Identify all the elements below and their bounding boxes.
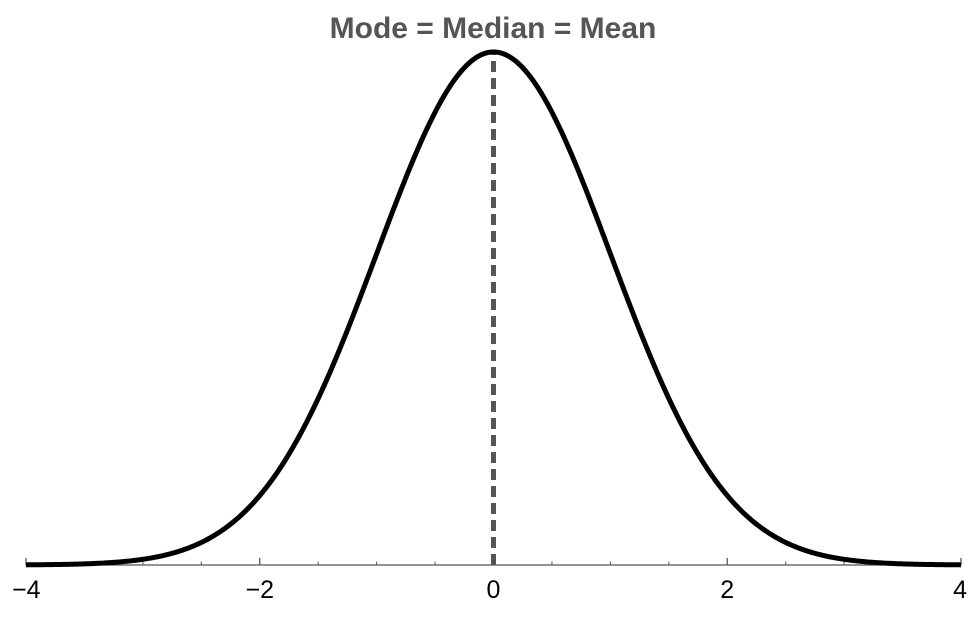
normal-curve	[25, 49, 962, 568]
x-tick-label: 2	[720, 576, 734, 604]
x-tick-label: −2	[245, 576, 274, 604]
chart-title: Mode = Median = Mean	[330, 12, 657, 45]
x-tick-labels: −4 −2 0 2 4	[12, 576, 967, 604]
x-tick-label: −4	[12, 576, 41, 604]
x-tick-label: 4	[953, 576, 967, 604]
x-tick-label: 0	[487, 576, 501, 604]
